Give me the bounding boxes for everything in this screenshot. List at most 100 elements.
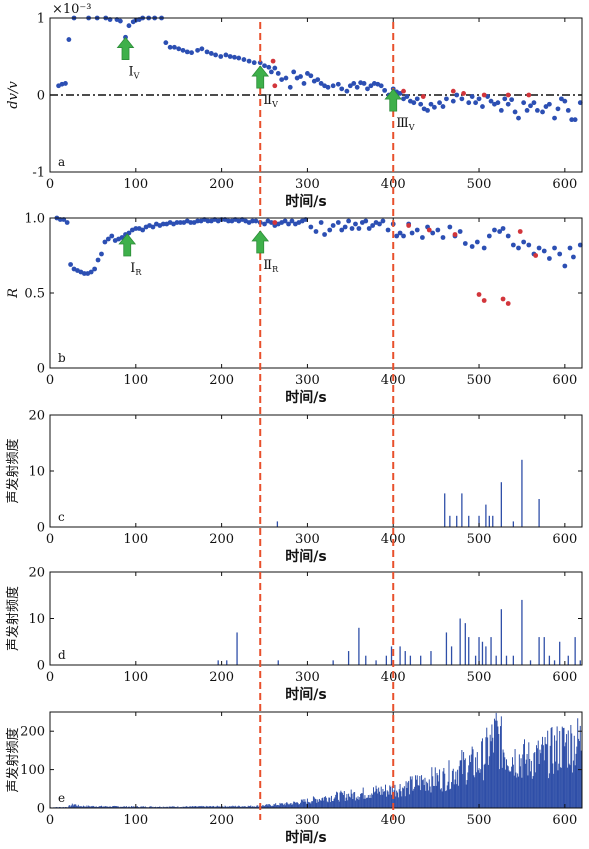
panel-label: b [58, 351, 66, 365]
data-point [279, 77, 285, 82]
x-axis-label: 时间/s [285, 193, 326, 210]
data-point [577, 242, 583, 248]
outlier-point [526, 92, 532, 98]
data-point [498, 108, 504, 113]
arrow-up-icon [116, 36, 135, 60]
data-point [469, 94, 475, 99]
stage-label: ⅡV [263, 93, 278, 109]
data-point [176, 46, 182, 52]
data-point [354, 84, 360, 90]
data-point [330, 223, 336, 228]
data-point [227, 54, 233, 59]
y-axis-label: 声发射频度 [5, 438, 21, 503]
data-point [305, 71, 310, 76]
data-point [253, 218, 259, 224]
panel-e: 0 100 200 300 400 500 600 0 100 200 时间/s 声发射频度 e [5, 711, 583, 846]
data-point [140, 227, 146, 233]
data-point [495, 100, 501, 106]
data-point [167, 44, 173, 50]
data-point [572, 117, 578, 123]
data-point [524, 108, 530, 113]
stage-label: ⅢV [396, 116, 415, 132]
data-point [318, 81, 324, 86]
data-point [378, 83, 384, 89]
data-point [344, 88, 350, 94]
x-tick-label: 0 [46, 177, 54, 192]
data-point [180, 47, 186, 53]
data-point [339, 86, 345, 92]
data-point [283, 75, 289, 81]
data-point [404, 94, 410, 99]
y-axis-label: dv/v [6, 81, 21, 109]
data-point [521, 239, 527, 245]
data-point [105, 236, 111, 242]
x-tick-label: 0 [46, 813, 54, 828]
data-point [308, 73, 314, 79]
data-point [497, 229, 503, 234]
y-tick-label: -1 [32, 166, 45, 181]
data-point [420, 235, 425, 240]
data-point [208, 51, 214, 56]
x-tick-label: 300 [295, 177, 320, 192]
y-tick-label: 0 [37, 362, 45, 377]
data-point [521, 100, 527, 106]
x-tick-label: 0 [46, 373, 54, 388]
data-point [440, 104, 446, 109]
x-tick-label: 0 [46, 532, 54, 547]
data-point [335, 81, 341, 87]
data-point [557, 251, 563, 257]
panel-b: 010020030040050060000.51.0时间/sRb [6, 212, 583, 406]
data-point [534, 108, 540, 113]
data-point [301, 81, 307, 86]
plot-frame [49, 711, 583, 809]
data-point [188, 220, 194, 225]
data-point [565, 108, 571, 113]
data-point [133, 226, 139, 231]
data-point [195, 218, 200, 224]
data-point [543, 104, 549, 109]
outlier-point [517, 229, 523, 234]
outlier-point [272, 220, 278, 225]
data-point [298, 74, 303, 79]
data-point [394, 233, 400, 239]
x-tick-label: 300 [295, 670, 320, 685]
y-tick-label: 0.5 [24, 287, 45, 302]
outlier-point [272, 83, 278, 89]
data-point [126, 23, 132, 29]
data-point [440, 235, 446, 240]
data-point [250, 218, 255, 224]
data-point [414, 96, 420, 102]
data-point [370, 223, 376, 228]
data-point [409, 230, 415, 236]
data-point [505, 233, 511, 239]
data-point [172, 44, 177, 50]
data-point [81, 271, 87, 276]
x-tick-label: 100 [123, 373, 148, 388]
panel-label: d [58, 648, 66, 662]
data-point [102, 239, 108, 245]
x-axis-label: 时间/s [285, 389, 326, 406]
data-point [291, 69, 297, 75]
data-point [346, 218, 352, 224]
data-point [99, 251, 104, 257]
outlier-point [426, 227, 432, 233]
x-tick-label: 100 [123, 532, 148, 547]
x-tick-label: 100 [123, 177, 148, 192]
arrow-up-icon [384, 88, 403, 112]
data-point [567, 245, 573, 251]
data-point [418, 101, 424, 107]
data-point [205, 218, 211, 224]
data-point [377, 221, 382, 227]
data-point [500, 226, 506, 231]
y-axis-label: 声发射频度 [5, 727, 21, 792]
data-point [330, 83, 336, 89]
plot-frame [49, 571, 583, 666]
x-tick-label: 200 [209, 177, 234, 192]
data-point [262, 63, 267, 69]
x-axis-label: 时间/s [285, 686, 326, 703]
data-point [509, 97, 515, 103]
y-tick-label: 1 [37, 12, 45, 27]
data-point [425, 108, 430, 113]
x-tick-label: 100 [123, 813, 148, 828]
